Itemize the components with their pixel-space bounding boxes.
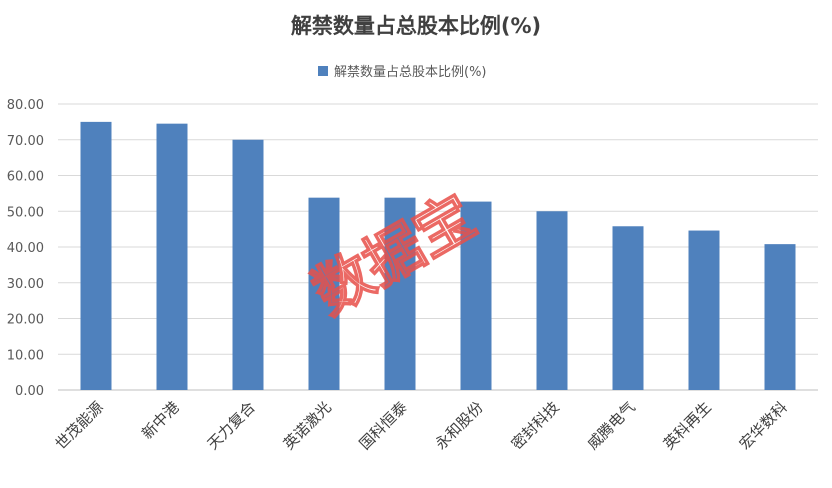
y-tick-label: 10.00 (7, 348, 44, 363)
x-tick-label: 英诺激光 (280, 398, 335, 453)
bar (308, 197, 340, 390)
bar (764, 244, 796, 390)
x-tick-label: 密封科技 (508, 398, 563, 453)
x-tick-label: 国科恒泰 (356, 398, 411, 453)
y-tick-label: 50.00 (7, 205, 44, 220)
y-tick-label: 0.00 (15, 384, 44, 399)
x-axis-tick-labels: 世茂能源 新中港 天力复合 英诺激光 国科恒泰 永和股份 密封科技 威腾电气 英科再生 宏华数科 (52, 398, 791, 453)
y-tick-label: 30.00 (7, 277, 44, 292)
y-tick-label: 20.00 (7, 313, 44, 328)
y-tick-label: 40.00 (7, 241, 44, 256)
x-tick-label: 世茂能源 (52, 398, 107, 453)
y-tick-label: 80.00 (7, 98, 44, 113)
x-tick-label: 英科再生 (660, 398, 715, 453)
x-tick-label: 新中港 (138, 398, 183, 443)
legend-swatch (318, 66, 328, 76)
bar (80, 121, 112, 390)
legend: 解禁数量占总股本比例(%) (318, 65, 487, 80)
bar (384, 197, 416, 390)
legend-label: 解禁数量占总股本比例(%) (334, 65, 487, 80)
chart-title: 解禁数量占总股本比例(%) (291, 14, 541, 38)
bar (536, 211, 568, 390)
bar (460, 201, 492, 390)
x-tick-label: 威腾电气 (584, 398, 639, 453)
y-axis-tick-labels: 0.00 10.00 20.00 30.00 40.00 50.00 60.00 70.00 8… (7, 98, 44, 399)
bars (80, 121, 796, 390)
x-tick-label: 天力复合 (204, 398, 259, 453)
bar (688, 230, 720, 390)
bar (612, 226, 644, 390)
x-tick-label: 永和股份 (432, 398, 487, 453)
x-tick-label: 宏华数科 (736, 398, 791, 453)
y-tick-label: 70.00 (7, 134, 44, 149)
bar (232, 139, 264, 390)
bar (156, 123, 188, 390)
y-tick-label: 60.00 (7, 170, 44, 185)
